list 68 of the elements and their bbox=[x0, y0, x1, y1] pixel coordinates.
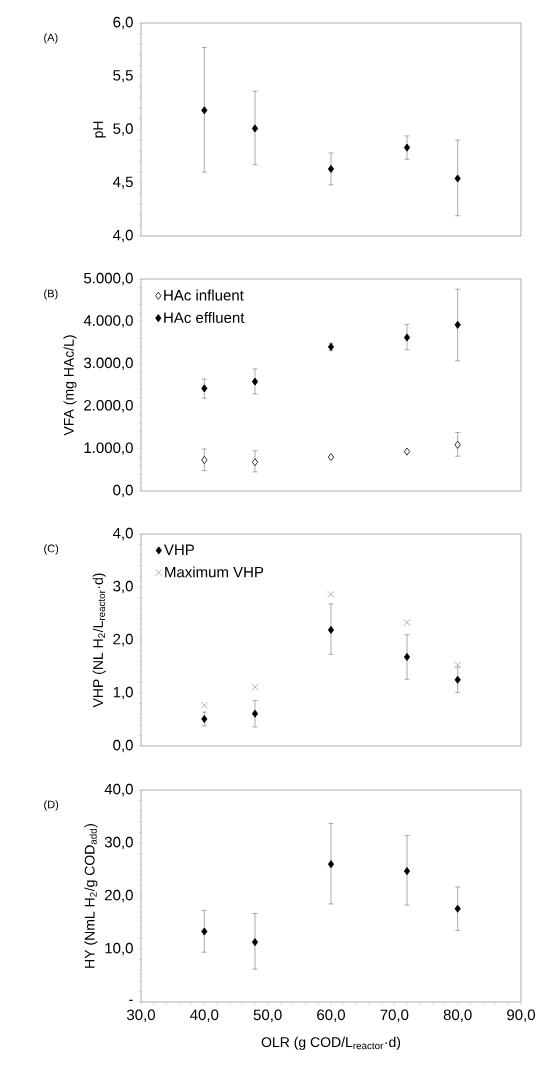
y-tick-label: 4,0 bbox=[112, 527, 133, 541]
y-tick-label: 1,0 bbox=[113, 686, 133, 700]
y-tick-label: 6,0 bbox=[113, 16, 133, 30]
x-tick-label: 60,0 bbox=[317, 1009, 345, 1022]
y-tick-label: 20,0 bbox=[105, 889, 133, 903]
point bbox=[454, 904, 461, 913]
point bbox=[201, 106, 208, 115]
x-axis-title: OLR (g COD/L$_{reactor}$·d) bbox=[261, 1036, 401, 1050]
y-axis-title: pH bbox=[93, 121, 106, 138]
point bbox=[201, 456, 208, 465]
y-tick-label: 0,0 bbox=[113, 739, 133, 753]
point bbox=[327, 860, 335, 869]
point bbox=[200, 701, 208, 709]
point bbox=[403, 143, 411, 152]
y-tick-label: 30,0 bbox=[104, 836, 133, 850]
legend-label: HAc influent bbox=[164, 289, 244, 301]
x-tick-label: 70,0 bbox=[380, 1009, 409, 1022]
y-tick-label: 1.000,0 bbox=[84, 442, 133, 455]
point bbox=[327, 590, 335, 598]
y-tick-label: 2,0 bbox=[113, 633, 133, 647]
y-tick-label: 3,0 bbox=[113, 580, 133, 594]
point bbox=[251, 938, 259, 947]
point bbox=[454, 440, 461, 449]
point bbox=[403, 652, 411, 661]
point bbox=[403, 447, 411, 456]
point bbox=[201, 927, 208, 936]
y-tick-label: - bbox=[129, 999, 133, 1001]
point bbox=[251, 377, 259, 386]
point bbox=[201, 384, 208, 393]
legend-label: Maximum VHP bbox=[165, 566, 264, 578]
y-tick-label: 5,5 bbox=[113, 70, 133, 83]
y-tick-label: 10,0 bbox=[105, 942, 133, 956]
x-tick-label: 90,0 bbox=[507, 1009, 535, 1022]
point bbox=[251, 124, 259, 133]
y-axis-title: VHP (NL H$_{2}$/L$_{reactor}$·d) bbox=[92, 573, 106, 708]
text: (D) bbox=[44, 800, 59, 811]
x-tick-label: 50,0 bbox=[253, 1009, 282, 1022]
text: (A) bbox=[44, 33, 58, 44]
point bbox=[403, 333, 411, 342]
point bbox=[251, 458, 259, 467]
y-tick-label: 2.000,0 bbox=[84, 400, 133, 413]
y-tick-label: 4,5 bbox=[112, 176, 133, 189]
x-tick-label: 30,0 bbox=[126, 1009, 155, 1022]
x-tick-label: 40,0 bbox=[190, 1009, 219, 1022]
point bbox=[403, 619, 411, 626]
text: (C) bbox=[44, 544, 59, 555]
point bbox=[251, 709, 259, 718]
legend-label: HAc effluent bbox=[164, 311, 245, 323]
point bbox=[251, 683, 259, 691]
y-tick-label: 0,0 bbox=[113, 484, 133, 498]
point bbox=[327, 164, 335, 173]
point bbox=[327, 625, 335, 634]
point bbox=[454, 320, 461, 329]
point bbox=[327, 453, 335, 462]
y-tick-label: 3.000,0 bbox=[83, 357, 133, 370]
text: (B) bbox=[44, 289, 58, 300]
y-tick-label: 5,0 bbox=[113, 123, 133, 136]
legend-label: VHP bbox=[164, 544, 194, 555]
y-tick-label: 5.000,0 bbox=[84, 272, 133, 286]
y-axis-title: VFA (mg HAc/L) bbox=[63, 335, 77, 436]
point bbox=[454, 174, 461, 183]
y-axis-title: HY (NmL H$_{2}$/g COD$_{add}$) bbox=[84, 824, 98, 968]
y-tick-label: 4,0 bbox=[112, 229, 133, 243]
y-tick-label: 4.000,0 bbox=[83, 315, 133, 328]
point bbox=[454, 675, 461, 684]
x-tick-label: 80,0 bbox=[443, 1009, 472, 1022]
y-tick-label: 40,0 bbox=[104, 783, 133, 797]
point bbox=[403, 867, 411, 876]
